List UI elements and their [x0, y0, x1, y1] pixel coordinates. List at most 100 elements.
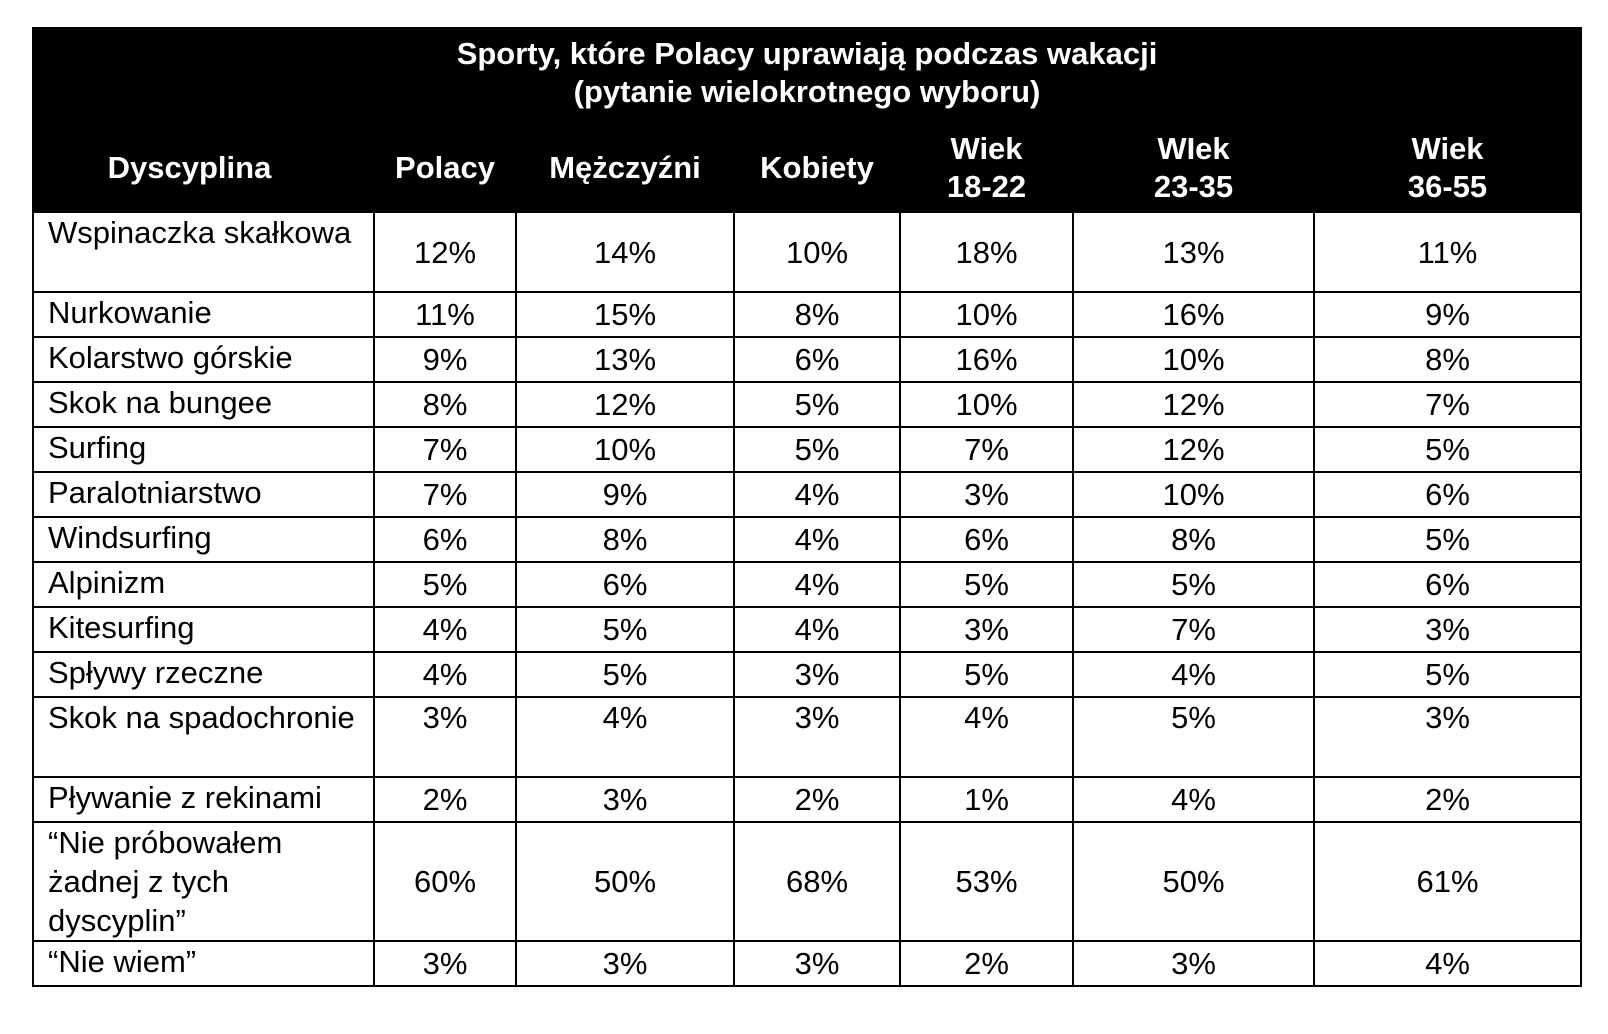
- value-cell: 13%: [1072, 211, 1315, 293]
- discipline-cell: “Nie wiem”: [32, 940, 375, 987]
- discipline-cell: Windsurfing: [32, 516, 375, 563]
- table-row: Kolarstwo górskie 9% 13% 6% 16% 10% 8%: [32, 336, 1583, 383]
- table-title-line-1: Sporty, które Polacy uprawiają podczas w…: [456, 36, 1158, 71]
- value-cell: 9%: [1312, 291, 1583, 338]
- value-cell: 15%: [515, 291, 735, 338]
- value-cell: 10%: [733, 211, 901, 293]
- column-header: Polacy: [373, 123, 517, 213]
- value-cell: 3%: [899, 606, 1074, 653]
- value-cell: 3%: [1072, 940, 1315, 987]
- table-title: Sporty, które Polacy uprawiają podczas w…: [31, 27, 1583, 125]
- value-cell: 10%: [1072, 471, 1315, 518]
- table-title-line-2: (pytanie wielokrotnego wyboru): [573, 74, 1041, 109]
- discipline-cell: “Nie próbowałem żadnej z tych dyscyplin”: [32, 821, 375, 942]
- value-cell: 8%: [515, 516, 735, 563]
- value-cell: 5%: [373, 561, 517, 608]
- value-cell: 5%: [733, 426, 901, 473]
- column-header: Dyscyplina: [32, 123, 375, 213]
- value-cell: 12%: [515, 381, 735, 428]
- value-cell: 5%: [1312, 516, 1583, 563]
- value-cell: 5%: [899, 651, 1074, 698]
- discipline-cell: Surfing: [32, 426, 375, 473]
- value-cell: 4%: [373, 606, 517, 653]
- value-cell: 4%: [733, 471, 901, 518]
- value-cell: 8%: [1072, 516, 1315, 563]
- table-header-row: Dyscyplina Polacy Mężczyźni Kobiety Wiek 18-2…: [32, 123, 1583, 213]
- table-row: Paralotniarstwo 7% 9% 4% 3% 10% 6%: [32, 471, 1583, 518]
- value-cell: 2%: [733, 776, 901, 823]
- discipline-cell: Paralotniarstwo: [32, 471, 375, 518]
- discipline-cell: Nurkowanie: [32, 291, 375, 338]
- table-row: Pływanie z rekinami 2% 3% 2% 1% 4% 2%: [32, 776, 1583, 823]
- value-cell: 5%: [515, 606, 735, 653]
- value-cell: 50%: [515, 821, 735, 942]
- table-row: Alpinizm 5% 6% 4% 5% 5% 6%: [32, 561, 1583, 608]
- value-cell: 8%: [1312, 336, 1583, 383]
- column-header: Wiek 18-22: [899, 123, 1074, 213]
- value-cell: 3%: [1312, 696, 1583, 778]
- value-cell: 5%: [899, 561, 1074, 608]
- value-cell: 10%: [515, 426, 735, 473]
- column-header: Mężczyźni: [515, 123, 735, 213]
- value-cell: 3%: [899, 471, 1074, 518]
- value-cell: 12%: [1072, 381, 1315, 428]
- value-cell: 4%: [515, 696, 735, 778]
- value-cell: 5%: [1312, 426, 1583, 473]
- table-row: “Nie próbowałem żadnej z tych dyscyplin”…: [32, 821, 1583, 942]
- value-cell: 3%: [515, 940, 735, 987]
- value-cell: 5%: [1072, 561, 1315, 608]
- value-cell: 3%: [373, 940, 517, 987]
- value-cell: 12%: [1072, 426, 1315, 473]
- value-cell: 3%: [733, 696, 901, 778]
- discipline-cell: Spływy rzeczne: [32, 651, 375, 698]
- table-row: Windsurfing 6% 8% 4% 6% 8% 5%: [32, 516, 1583, 563]
- value-cell: 4%: [733, 561, 901, 608]
- value-cell: 2%: [373, 776, 517, 823]
- value-cell: 12%: [373, 211, 517, 293]
- value-cell: 5%: [515, 651, 735, 698]
- table-row: Skok na spadochronie 3% 4% 3% 4% 5% 3%: [32, 696, 1583, 778]
- value-cell: 10%: [899, 291, 1074, 338]
- table-row: Kitesurfing 4% 5% 4% 3% 7% 3%: [32, 606, 1583, 653]
- value-cell: 1%: [899, 776, 1074, 823]
- value-cell: 5%: [1072, 696, 1315, 778]
- discipline-cell: Skok na spadochronie: [32, 696, 375, 778]
- value-cell: 4%: [733, 606, 901, 653]
- value-cell: 8%: [733, 291, 901, 338]
- column-header: WIek 23-35: [1072, 123, 1315, 213]
- value-cell: 11%: [373, 291, 517, 338]
- table-row: “Nie wiem” 3% 3% 3% 2% 3% 4%: [32, 940, 1583, 987]
- table-row: Spływy rzeczne 4% 5% 3% 5% 4% 5%: [32, 651, 1583, 698]
- value-cell: 4%: [373, 651, 517, 698]
- value-cell: 4%: [1312, 940, 1583, 987]
- table-row: Nurkowanie 11% 15% 8% 10% 16% 9%: [32, 291, 1583, 338]
- value-cell: 13%: [515, 336, 735, 383]
- value-cell: 7%: [899, 426, 1074, 473]
- value-cell: 7%: [373, 426, 517, 473]
- value-cell: 3%: [1312, 606, 1583, 653]
- value-cell: 5%: [1312, 651, 1583, 698]
- value-cell: 16%: [899, 336, 1074, 383]
- discipline-cell: Pływanie z rekinami: [32, 776, 375, 823]
- value-cell: 10%: [1072, 336, 1315, 383]
- value-cell: 68%: [733, 821, 901, 942]
- value-cell: 7%: [1072, 606, 1315, 653]
- value-cell: 9%: [515, 471, 735, 518]
- table-body: Wspinaczka skałkowa 12% 14% 10% 18% 13% 11% Nur…: [32, 211, 1583, 987]
- column-header: Kobiety: [733, 123, 901, 213]
- value-cell: 61%: [1312, 821, 1583, 942]
- value-cell: 4%: [733, 516, 901, 563]
- table-row: Surfing 7% 10% 5% 7% 12% 5%: [32, 426, 1583, 473]
- value-cell: 6%: [515, 561, 735, 608]
- value-cell: 14%: [515, 211, 735, 293]
- value-cell: 8%: [373, 381, 517, 428]
- value-cell: 6%: [733, 336, 901, 383]
- table-title-row: Sporty, które Polacy uprawiają podczas w…: [31, 27, 1583, 125]
- value-cell: 6%: [899, 516, 1074, 563]
- table-row: Skok na bungee 8% 12% 5% 10% 12% 7%: [32, 381, 1583, 428]
- discipline-cell: Alpinizm: [32, 561, 375, 608]
- value-cell: 53%: [899, 821, 1074, 942]
- value-cell: 6%: [1312, 471, 1583, 518]
- sports-table: Sporty, które Polacy uprawiają podczas w…: [31, 27, 1583, 987]
- value-cell: 5%: [733, 381, 901, 428]
